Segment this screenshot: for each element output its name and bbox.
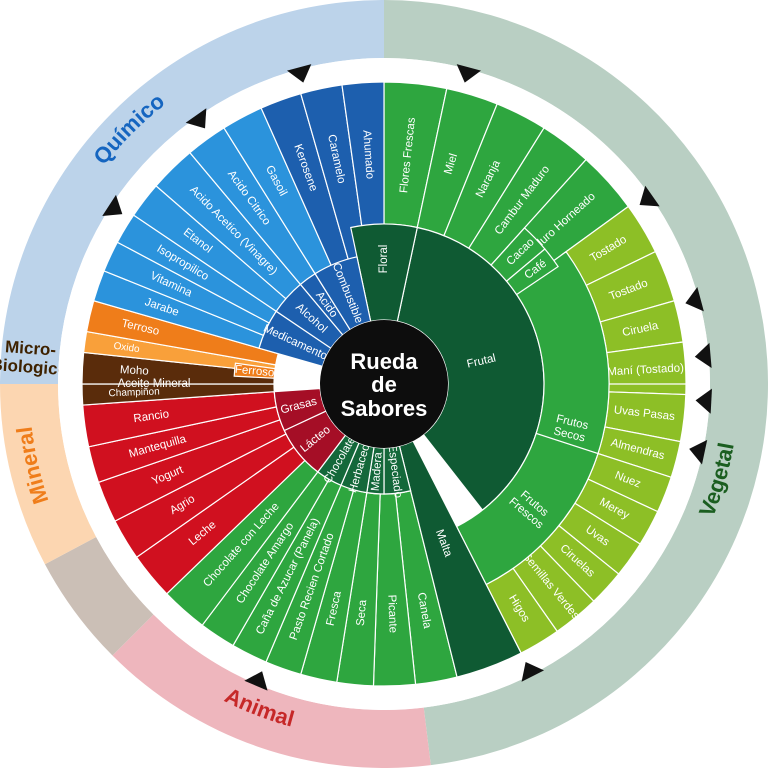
boundary-marker-icon [689,439,708,465]
flavor-groups: FrutalFloralFrutosSecosFrutosFrescosCaca… [233,223,610,678]
leaf-label: Miel [442,152,460,176]
leaf-label: Champiñon [108,386,160,399]
boundary-marker-icon [639,185,660,207]
ring-label-3: Micro-Biologico [0,337,70,380]
leaf-label: Moho [120,364,149,377]
boundary-marker-icon [244,671,268,691]
boundary-marker-icon [287,64,312,83]
leaf-label: Seca [355,599,370,627]
boundary-marker-icon [456,64,481,83]
center-title-line-3: Sabores [341,396,428,421]
group-segment [233,362,276,379]
center-hub: Rueda de Sabores [320,320,448,448]
boundary-marker-icon [185,108,207,129]
boundary-marker-icon [695,388,712,414]
leaf-label: Aceite Mineral [118,378,191,390]
hub-circle [320,320,448,448]
ring-segment-3 [44,537,154,656]
leaf-label: Maní (Tostado) [607,362,684,378]
boundary-marker-icon [694,342,712,368]
boundary-marker-icon [685,287,704,312]
leaf-label: Ahumado [360,130,375,180]
ring-segment-2 [112,614,431,768]
ring-segment-1 [384,0,768,766]
group-label: Ferroso [234,364,275,380]
ring-segment-4 [0,384,97,565]
leaf-label: Picante [385,594,398,633]
group-label: Floral [378,245,390,274]
leaf-label: Rancio [133,408,170,425]
boundary-marker-icon [102,194,123,217]
group-segment [505,248,559,296]
center-title-line-1: Rueda [350,349,418,374]
ring-segment-0 [0,0,384,384]
group-label: Madera [370,451,385,491]
leaf-label: Oxido [113,341,141,356]
category-markers [102,64,712,691]
center-title-line-2: de [371,372,397,397]
boundary-marker-icon [521,661,545,682]
